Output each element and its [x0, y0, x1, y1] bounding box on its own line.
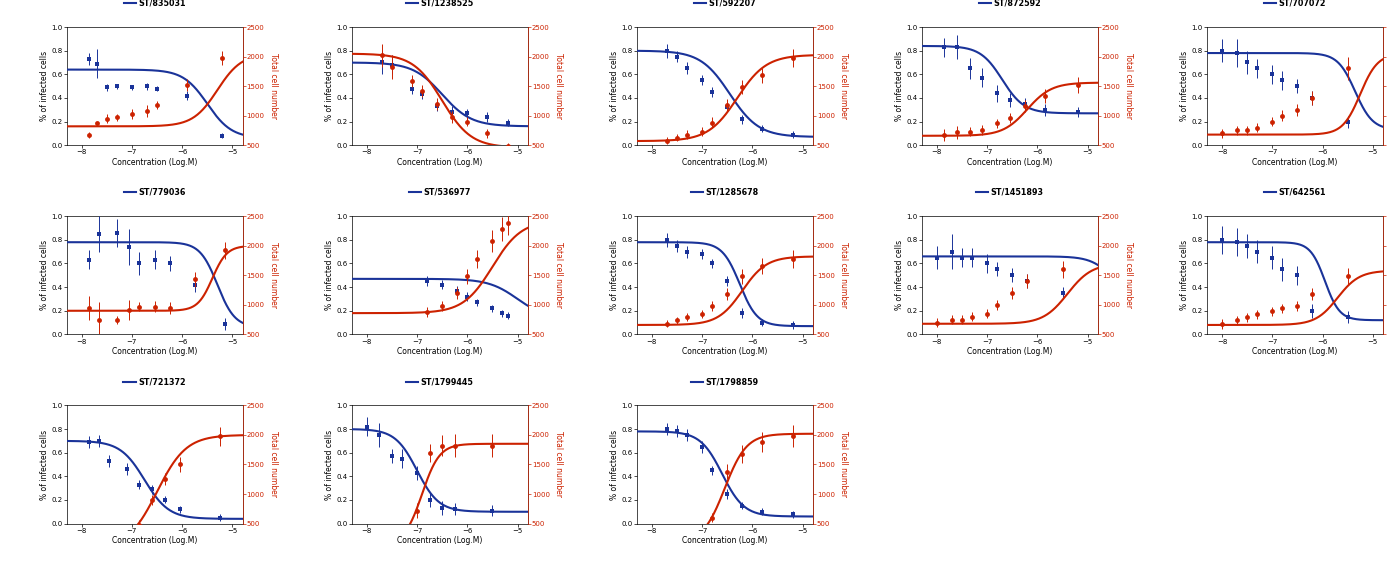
Y-axis label: Total cell number: Total cell number [839, 431, 847, 498]
Legend: ST/1799445: ST/1799445 [402, 374, 477, 390]
Y-axis label: % of infected cells: % of infected cells [325, 430, 334, 499]
Legend: ST/536977: ST/536977 [405, 185, 474, 200]
Y-axis label: Total cell number: Total cell number [553, 53, 563, 119]
X-axis label: Concentration (Log.M): Concentration (Log.M) [682, 347, 767, 356]
Y-axis label: Total cell number: Total cell number [1123, 53, 1133, 119]
X-axis label: Concentration (Log.M): Concentration (Log.M) [967, 347, 1053, 356]
Y-axis label: % of infected cells: % of infected cells [610, 430, 619, 499]
Y-axis label: Total cell number: Total cell number [269, 53, 277, 119]
Y-axis label: % of infected cells: % of infected cells [895, 51, 904, 121]
X-axis label: Concentration (Log.M): Concentration (Log.M) [112, 536, 197, 545]
Y-axis label: Total cell number: Total cell number [1123, 242, 1133, 309]
Legend: ST/592207: ST/592207 [691, 0, 759, 11]
X-axis label: Concentration (Log.M): Concentration (Log.M) [1252, 158, 1337, 167]
Legend: ST/872592: ST/872592 [975, 0, 1044, 11]
X-axis label: Concentration (Log.M): Concentration (Log.M) [112, 347, 197, 356]
Y-axis label: Total cell number: Total cell number [839, 53, 847, 119]
Y-axis label: Total cell number: Total cell number [269, 431, 277, 498]
X-axis label: Concentration (Log.M): Concentration (Log.M) [682, 536, 767, 545]
Legend: ST/707072: ST/707072 [1261, 0, 1329, 11]
Legend: ST/1285678: ST/1285678 [688, 185, 761, 200]
Y-axis label: % of infected cells: % of infected cells [610, 240, 619, 310]
Y-axis label: % of infected cells: % of infected cells [40, 51, 49, 121]
X-axis label: Concentration (Log.M): Concentration (Log.M) [112, 158, 197, 167]
X-axis label: Concentration (Log.M): Concentration (Log.M) [397, 158, 483, 167]
Y-axis label: % of infected cells: % of infected cells [610, 51, 619, 121]
Legend: ST/721372: ST/721372 [121, 374, 189, 390]
X-axis label: Concentration (Log.M): Concentration (Log.M) [682, 158, 767, 167]
Y-axis label: % of infected cells: % of infected cells [40, 240, 49, 310]
Legend: ST/835031: ST/835031 [121, 0, 189, 11]
Y-axis label: Total cell number: Total cell number [553, 242, 563, 309]
Legend: ST/642561: ST/642561 [1261, 185, 1329, 200]
Y-axis label: Total cell number: Total cell number [269, 242, 277, 309]
Legend: ST/1798859: ST/1798859 [688, 374, 761, 390]
X-axis label: Concentration (Log.M): Concentration (Log.M) [967, 158, 1053, 167]
X-axis label: Concentration (Log.M): Concentration (Log.M) [1252, 347, 1337, 356]
X-axis label: Concentration (Log.M): Concentration (Log.M) [397, 536, 483, 545]
Y-axis label: % of infected cells: % of infected cells [325, 51, 334, 121]
Y-axis label: Total cell number: Total cell number [553, 431, 563, 498]
Legend: ST/1238525: ST/1238525 [402, 0, 477, 11]
Y-axis label: % of infected cells: % of infected cells [1180, 240, 1190, 310]
Y-axis label: % of infected cells: % of infected cells [1180, 51, 1190, 121]
Legend: ST/779036: ST/779036 [121, 185, 189, 200]
X-axis label: Concentration (Log.M): Concentration (Log.M) [397, 347, 483, 356]
Legend: ST/1451893: ST/1451893 [972, 185, 1047, 200]
Y-axis label: % of infected cells: % of infected cells [895, 240, 904, 310]
Y-axis label: % of infected cells: % of infected cells [40, 430, 49, 499]
Y-axis label: % of infected cells: % of infected cells [325, 240, 334, 310]
Y-axis label: Total cell number: Total cell number [839, 242, 847, 309]
